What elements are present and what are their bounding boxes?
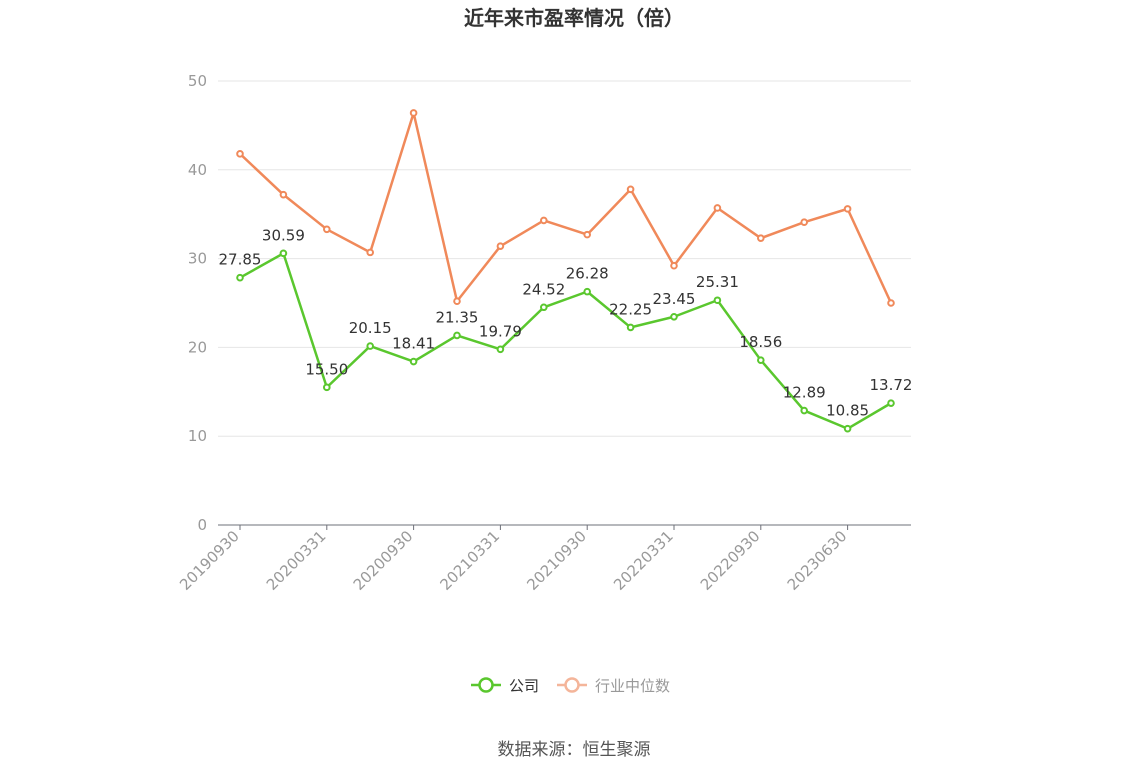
data-point [366,342,375,350]
data-point [583,230,592,239]
data-point [409,357,418,366]
series-line-industry-median [239,111,893,304]
data-point [236,273,244,282]
data-point [366,248,375,257]
series-line-company [239,252,892,430]
data-label: 13.72 [870,376,913,394]
data-label: 20.15 [349,319,392,337]
data-point [887,299,895,307]
grid-lines [218,80,911,437]
data-point [626,185,635,194]
data-point [496,345,505,354]
legend-item-company[interactable]: 公司 [471,677,539,695]
data-point [540,216,548,225]
legend-marker [478,677,494,693]
data-label: 19.79 [479,322,522,340]
legend-label: 公司 [509,677,539,695]
data-label: 15.50 [305,360,348,378]
x-tick-label: 20220331 [610,527,677,594]
data-point [453,297,461,306]
data-point [583,287,592,296]
y-tick-label: 30 [188,250,207,268]
data-point [843,205,852,213]
data-point [800,218,809,226]
data-point [713,296,722,305]
data-point [496,242,505,250]
data-point [800,406,809,415]
series-layer [236,109,895,433]
data-point [757,356,765,364]
data-point [757,234,765,242]
x-tick-label: 20230630 [784,527,851,594]
legend-label: 行业中位数 [595,677,670,695]
data-point [540,303,548,312]
y-tick-label: 10 [188,427,207,445]
data-label: 27.85 [219,251,262,269]
data-point [323,225,331,234]
chart-title: 近年来市盈率情况（倍） [464,6,684,30]
data-point [887,399,895,407]
data-point [843,424,852,433]
data-label: 24.52 [522,280,565,298]
y-tick-label: 20 [188,338,207,356]
data-label: 21.35 [436,308,479,326]
data-label: 18.41 [392,335,435,353]
x-tick-label: 20200930 [350,527,417,594]
data-label: 10.85 [826,402,869,420]
x-tick-label: 20210930 [523,527,590,594]
data-source: 数据来源：恒生聚源 [498,740,651,760]
data-label: 30.59 [262,226,305,244]
data-label: 12.89 [783,384,826,402]
legend-marker [564,677,580,693]
data-point [279,249,288,258]
data-point [279,190,288,199]
data-point [670,261,678,270]
data-point [409,109,418,117]
data-point [453,331,461,340]
data-label: 23.45 [653,290,696,308]
legend-item-industry-median[interactable]: 行业中位数 [557,677,670,695]
x-tick-label: 20200331 [263,527,330,594]
x-tick-label: 20210331 [437,527,504,594]
data-point [713,204,722,212]
x-tick-label: 20220930 [697,527,764,594]
y-tick-label: 50 [188,72,207,90]
data-point [236,150,244,158]
data-point [670,312,678,321]
y-tick-label: 40 [188,161,207,179]
data-point [323,383,331,392]
legend[interactable]: 公司 行业中位数 [471,677,670,695]
x-tick-label: 20190930 [176,527,243,594]
data-label: 22.25 [609,300,652,318]
axes: 0 10 20 30 40 50 20190930 20200331 20200930 20210… [176,72,911,594]
data-label: 26.28 [566,265,609,283]
data-point [626,323,635,332]
y-tick-label: 0 [197,516,207,534]
data-label: 25.31 [696,273,739,291]
data-label: 18.56 [739,333,782,351]
